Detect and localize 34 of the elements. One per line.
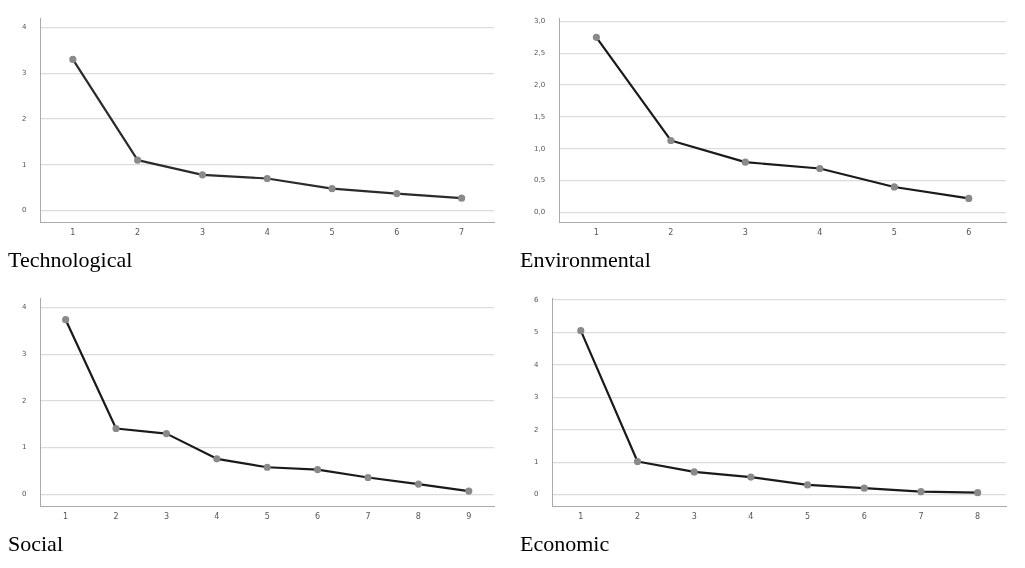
x-tick-label: 4 bbox=[748, 511, 754, 521]
x-tick-label: 3 bbox=[691, 511, 697, 521]
x-tick-label: 1 bbox=[593, 227, 599, 237]
text: Technological bbox=[8, 246, 133, 272]
x-tick-label: 4 bbox=[817, 227, 823, 237]
text: Environmental bbox=[520, 246, 651, 272]
x-tick-label: 5 bbox=[329, 227, 335, 237]
x-tick-label: 9 bbox=[466, 511, 472, 521]
x-tick-label: 3 bbox=[742, 227, 748, 237]
x-tick-label: 7 bbox=[918, 511, 924, 521]
x-tick-label: 2 bbox=[668, 227, 674, 237]
x-tick-label: 3 bbox=[163, 511, 169, 521]
x-tick-label: 7 bbox=[459, 227, 465, 237]
x-tick-label: 6 bbox=[394, 227, 400, 237]
x-tick-label: 2 bbox=[135, 227, 141, 237]
x-tick-label: 3 bbox=[199, 227, 205, 237]
x-tick-label: 1 bbox=[578, 511, 584, 521]
x-tick-label: 6 bbox=[861, 511, 867, 521]
x-tick-label: 5 bbox=[264, 511, 270, 521]
text: Economic bbox=[520, 530, 610, 556]
x-tick-label: 1 bbox=[63, 511, 69, 521]
x-tick-label: 8 bbox=[415, 511, 421, 521]
text: Social bbox=[8, 530, 63, 556]
x-tick-label: 6 bbox=[966, 227, 972, 237]
x-tick-label: 2 bbox=[113, 511, 119, 521]
x-tick-label: 5 bbox=[805, 511, 811, 521]
x-tick-label: 8 bbox=[975, 511, 981, 521]
x-tick-label: 5 bbox=[891, 227, 897, 237]
x-tick-label: 1 bbox=[70, 227, 76, 237]
x-tick-label: 7 bbox=[365, 511, 371, 521]
x-tick-label: 2 bbox=[634, 511, 641, 521]
x-tick-label: 6 bbox=[315, 511, 321, 521]
x-tick-label: 4 bbox=[264, 227, 270, 237]
x-tick-label: 4 bbox=[214, 511, 220, 521]
